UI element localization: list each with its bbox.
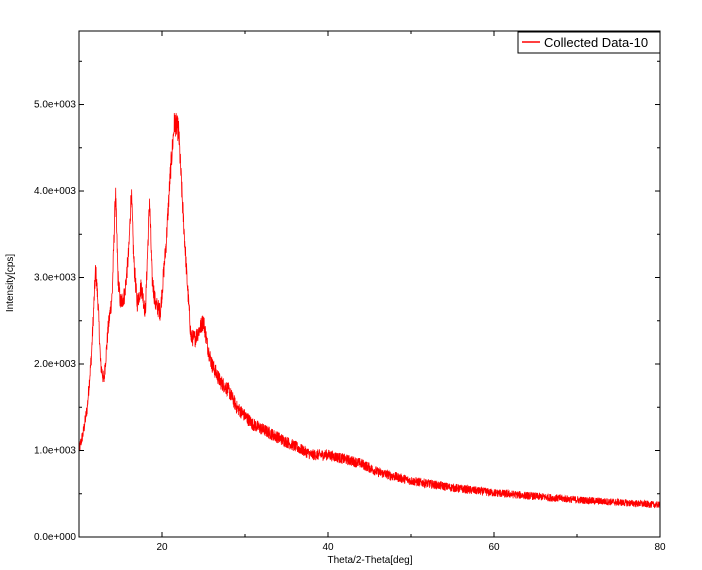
legend: Collected Data-10 <box>517 31 661 54</box>
y-tick-label: 4.0e+003 <box>34 186 76 197</box>
plot-area <box>78 112 661 509</box>
ticks: 0.0e+000 1.0e+003 2.0e+003 3.0e+003 4.0e+003… <box>34 31 666 553</box>
x-tick-label: 80 <box>654 542 666 553</box>
y-tick-label: 0.0e+000 <box>34 532 76 543</box>
y-tick-label: 3.0e+003 <box>34 273 76 284</box>
series-line-collected-data-10 <box>78 112 661 509</box>
axes <box>78 30 661 538</box>
y-axis-label: Intensity[cps] <box>5 254 16 313</box>
y-tick-label: 1.0e+003 <box>34 446 76 457</box>
legend-entry-collected-data-10: Collected Data-10 <box>544 35 648 50</box>
x-tick-label: 20 <box>156 542 168 553</box>
plot-frame <box>78 30 661 538</box>
x-tick-label: 60 <box>488 542 500 553</box>
y-tick-label: 2.0e+003 <box>34 359 76 370</box>
legend-box <box>517 31 661 54</box>
y-tick-label: 5.0e+003 <box>34 100 76 111</box>
x-tick-label: 40 <box>322 542 334 553</box>
x-axis-label: Theta/2-Theta[deg] <box>327 555 412 566</box>
